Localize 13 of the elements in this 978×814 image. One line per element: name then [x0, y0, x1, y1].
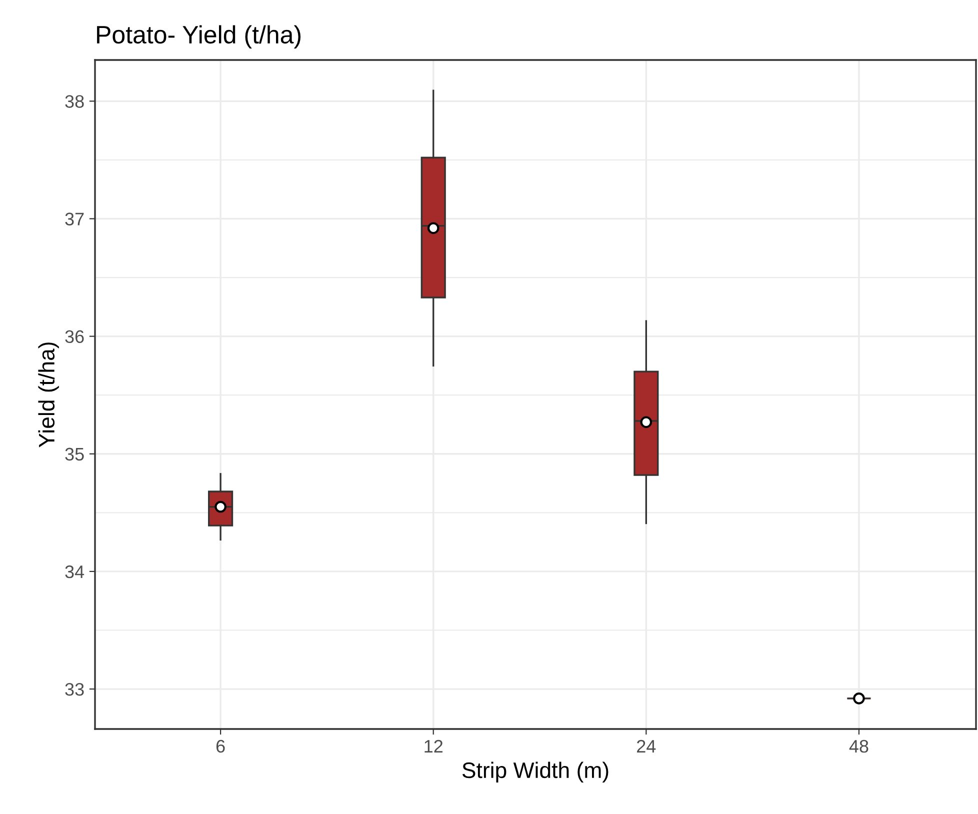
- y-tick-label: 33: [65, 682, 84, 696]
- y-tick-label: 34: [65, 565, 84, 578]
- x-tick-label: 12: [424, 740, 442, 752]
- y-tick-label: 38: [65, 95, 84, 108]
- y-axis-title: Yield (t/ha): [38, 342, 59, 448]
- x-axis-title: Strip Width (m): [462, 762, 608, 783]
- y-tick-label: 37: [65, 212, 84, 226]
- x-tick-label: 6: [216, 740, 225, 753]
- y-tick-label: 36: [65, 330, 84, 344]
- chart-title: Potato- Yield (t/ha): [97, 25, 301, 49]
- x-tick-label: 24: [637, 740, 656, 752]
- x-tick-label: 48: [849, 740, 868, 753]
- y-tick-label: 35: [65, 448, 84, 461]
